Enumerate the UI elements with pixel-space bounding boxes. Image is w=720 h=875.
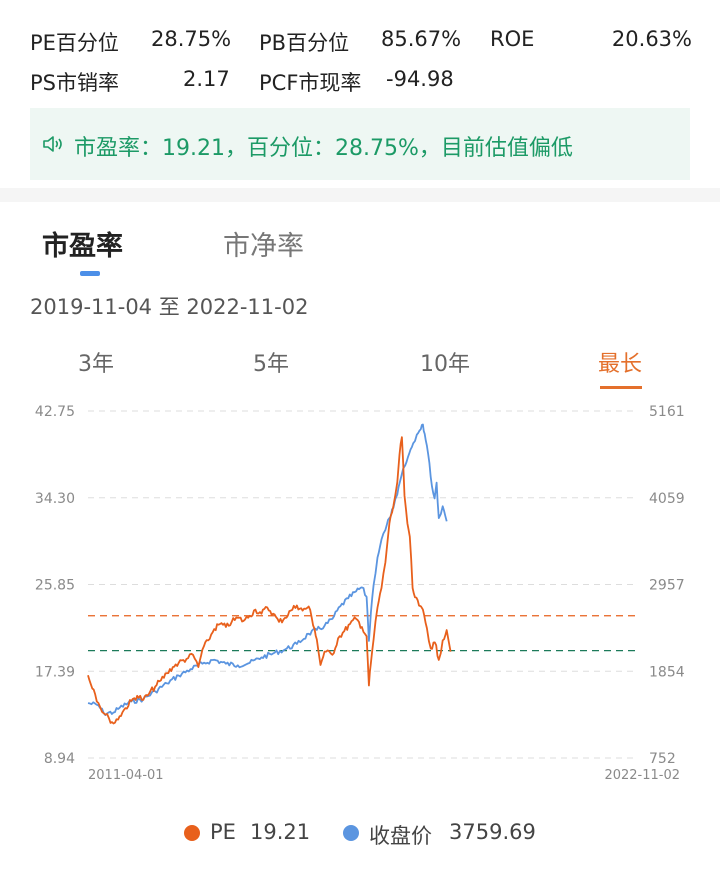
chart-legend: PE 19.21 收盘价 3759.69 — [0, 818, 720, 848]
pe-legend-label: PE — [210, 820, 236, 844]
pcf-value: -94.98 — [386, 67, 454, 91]
pb-percentile-value: 85.67% — [381, 27, 462, 51]
range-active-indicator — [600, 386, 642, 389]
notice-text: 市盈率：19.21，百分位：28.75%，目前估值偏低 — [74, 136, 573, 161]
price-legend-dot — [343, 825, 359, 841]
pcf-label: PCF市现率 — [259, 71, 362, 95]
range-5y[interactable]: 5年 — [253, 352, 289, 377]
pe-percentile-value: 28.75% — [151, 27, 232, 51]
y-right-tick-label: 2957 — [649, 578, 685, 594]
range-10y[interactable]: 10年 — [420, 352, 470, 377]
date-range: 2019-11-04 至 2022-11-02 — [30, 295, 309, 319]
pb-percentile-label: PB百分位 — [259, 31, 350, 55]
metrics-panel: PE百分位 28.75% PB百分位 85.67% ROE 20.63% PS市… — [0, 0, 720, 100]
y-right-tick-label: 1854 — [649, 664, 685, 680]
roe-label: ROE — [490, 27, 535, 51]
y-left-tick-label: 34.30 — [35, 491, 75, 507]
y-left-tick-label: 8.94 — [44, 751, 75, 767]
price-series-line — [87, 423, 448, 716]
pe-price-chart[interactable]: 42.75 5161 34.30 4059 25.85 2957 17.39 1854 8.94… — [0, 395, 720, 795]
x-end-label: 2022-11-02 — [604, 768, 680, 783]
y-right-tick-label: 752 — [649, 751, 676, 767]
y-right-tick-label: 4059 — [649, 491, 685, 507]
tab-pb[interactable]: 市净率 — [223, 231, 304, 262]
y-left-tick-label: 17.39 — [35, 664, 75, 680]
range-max[interactable]: 最长 — [598, 352, 643, 377]
speaker-icon — [43, 136, 62, 152]
ps-label: PS市销率 — [30, 71, 119, 95]
price-legend-value: 3759.69 — [449, 820, 536, 844]
x-start-label: 2011-04-01 — [88, 768, 164, 783]
tab-active-indicator — [80, 271, 100, 276]
range-3y[interactable]: 3年 — [78, 352, 114, 377]
pe-series-line — [87, 436, 452, 725]
pe-legend-value: 19.21 — [250, 820, 311, 844]
y-left-tick-label: 25.85 — [35, 578, 75, 594]
roe-value: 20.63% — [611, 27, 692, 51]
price-legend-label: 收盘价 — [369, 824, 432, 848]
section-divider — [0, 188, 720, 202]
y-left-tick-label: 42.75 — [35, 404, 75, 420]
ps-value: 2.17 — [183, 67, 230, 91]
valuation-notice: 市盈率：19.21，百分位：28.75%，目前估值偏低 — [30, 108, 690, 180]
y-right-tick-label: 5161 — [649, 404, 685, 420]
pe-legend-dot — [184, 825, 200, 841]
tab-pe[interactable]: 市盈率 — [42, 231, 123, 262]
pe-percentile-label: PE百分位 — [30, 31, 119, 55]
